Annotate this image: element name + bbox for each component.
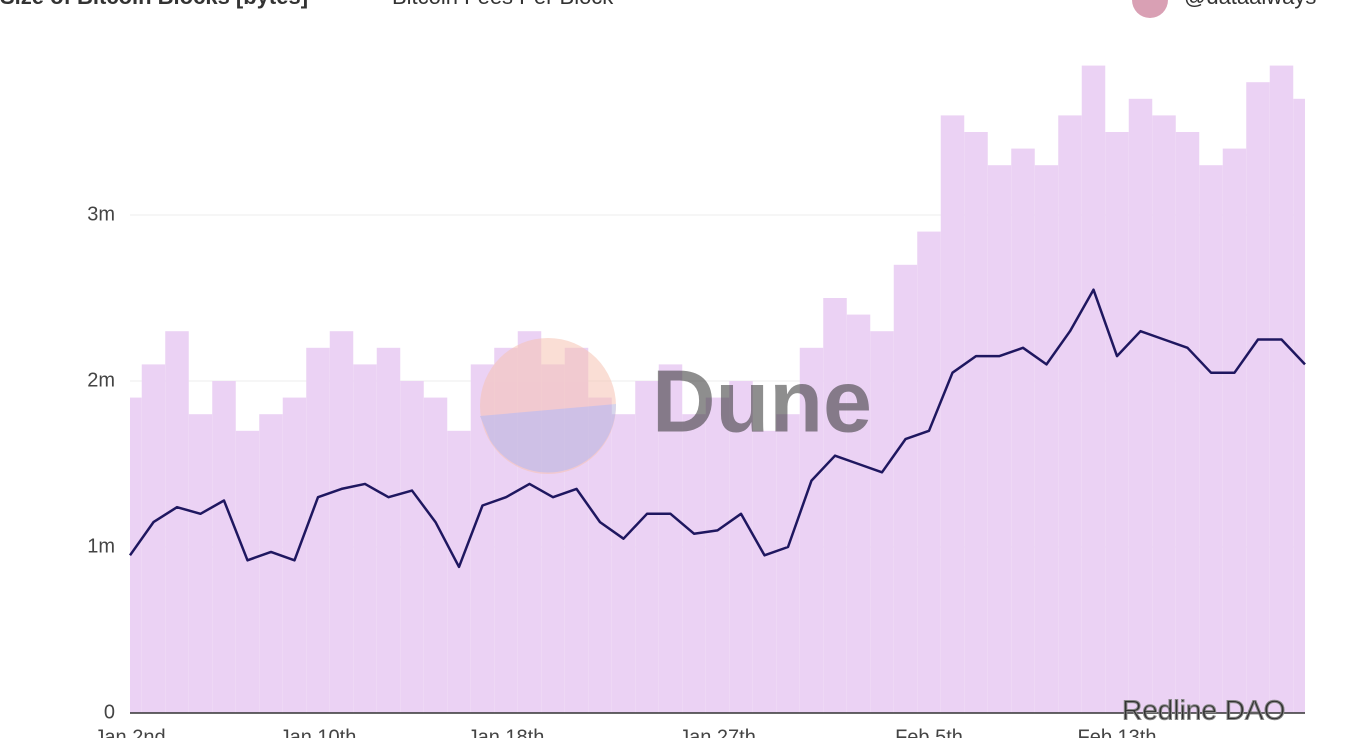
bar [917, 231, 941, 713]
bar [870, 331, 894, 713]
bar [705, 397, 730, 713]
annotation: Redline DAO [1122, 694, 1285, 725]
bar [1199, 165, 1223, 713]
bar [799, 347, 824, 713]
bar [130, 397, 142, 713]
y-tick-label: 0 [104, 701, 115, 723]
y-tick-label: 3m [87, 203, 115, 225]
bar [776, 414, 800, 713]
bar [658, 364, 683, 713]
author: @dataalways [1184, 0, 1316, 9]
bar [1293, 98, 1305, 714]
bar [635, 381, 659, 713]
bar [846, 314, 871, 713]
bar [188, 414, 213, 713]
watermark-logo-part [480, 404, 617, 473]
y-tick-label: 1m [87, 535, 115, 557]
bar [282, 397, 307, 713]
chart-subtitle: Bitcoin Fees Per Block [392, 0, 614, 9]
line [128, 288, 1306, 569]
watermark: Dune [652, 351, 872, 450]
bar [964, 132, 988, 713]
bar [1152, 115, 1176, 713]
bar [729, 381, 753, 713]
bar [470, 364, 495, 713]
x-tick-label: Jan 18th [468, 726, 545, 738]
bar [400, 381, 424, 713]
bar [1034, 165, 1059, 713]
bar [1128, 98, 1153, 714]
x-tick-label: Jan 27th [679, 726, 756, 738]
x-tick-label: Feb 5th [895, 726, 963, 738]
avatar [1132, 0, 1168, 18]
bar [141, 364, 166, 713]
bar [1175, 132, 1200, 713]
bar [893, 264, 918, 713]
bar [259, 414, 283, 713]
bar [1011, 148, 1035, 714]
y-tick-label: 2m [87, 369, 115, 391]
bar [1269, 65, 1294, 714]
bar [588, 397, 612, 713]
watermark-group: Dune [480, 338, 872, 474]
bar [611, 414, 636, 713]
x-tick-label: Jan 10th [280, 726, 357, 738]
bar [376, 347, 401, 713]
bar [1105, 132, 1129, 713]
bar [940, 115, 965, 713]
bar [1222, 148, 1247, 714]
chart-title: Size of Bitcoin Blocks [bytes] [0, 0, 308, 9]
bar [447, 430, 471, 713]
bar [752, 430, 777, 713]
bar [423, 397, 448, 713]
x-tick-label: Feb 13th [1078, 726, 1157, 738]
bar [1246, 82, 1270, 713]
bar [823, 298, 847, 713]
bar [306, 347, 330, 713]
bar [165, 331, 189, 713]
bar [987, 165, 1012, 713]
bar [353, 364, 377, 713]
bar [212, 381, 236, 713]
bar [329, 331, 354, 713]
bar [682, 414, 706, 713]
bar [1058, 115, 1082, 713]
x-tick-label: Jan 2nd [94, 726, 165, 738]
bar [235, 430, 260, 713]
bar [1081, 65, 1106, 714]
